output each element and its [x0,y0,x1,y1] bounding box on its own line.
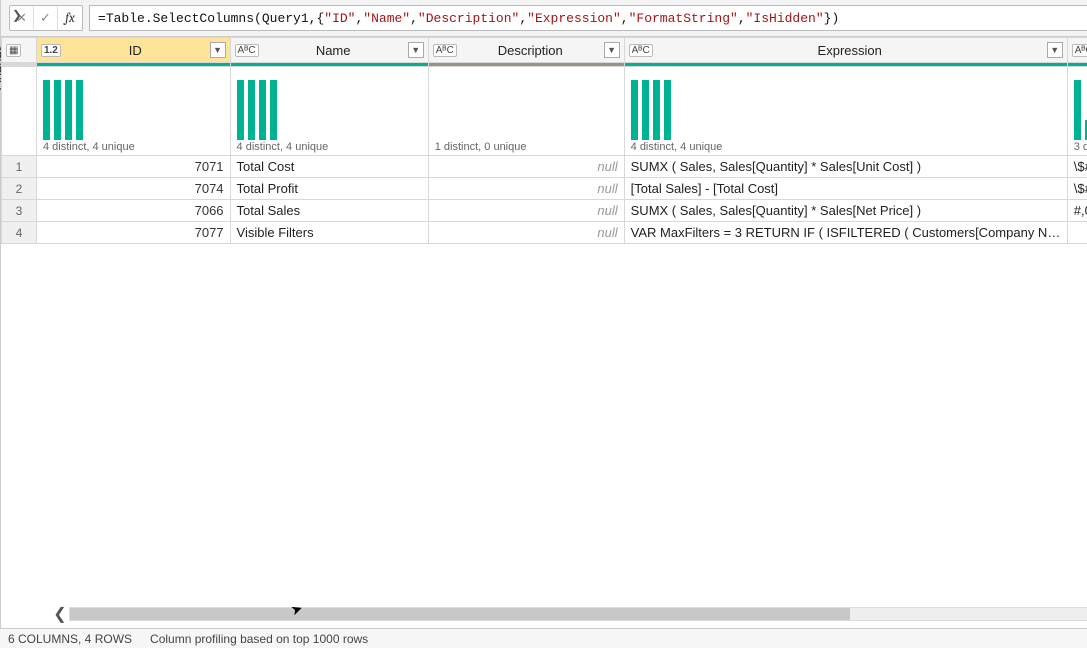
cell-id[interactable]: 7077 [36,222,230,244]
cell-expression[interactable]: [Total Sales] - [Total Cost] [624,178,1067,200]
column-profile-row: 4 distinct, 4 unique 4 distinct, 4 uniqu… [2,67,1087,156]
cell-expression[interactable]: SUMX ( Sales, Sales[Quantity] * Sales[Ne… [624,200,1067,222]
table-row[interactable]: 47077Visible FiltersnullVAR MaxFilters =… [2,222,1087,244]
profile-desc: 1 distinct, 0 unique [429,67,624,155]
column-header-expression[interactable]: AᴮC Expression ▼ [624,38,1067,63]
status-bar: 6 COLUMNS, 4 ROWS Column profiling based… [0,628,1087,648]
profile-expr: 4 distinct, 4 unique [625,67,1067,155]
table-row[interactable]: 17071Total CostnullSUMX ( Sales, Sales[Q… [2,156,1087,178]
column-header-description[interactable]: AᴮC Description ▼ [428,38,624,63]
profile-name: 4 distinct, 4 unique [231,67,428,155]
horizontal-scrollbar[interactable]: ❮ ❯ [51,604,1087,624]
column-title: Expression [657,43,1043,58]
type-icon-number: 1.2 [41,44,61,57]
cell-id[interactable]: 7066 [36,200,230,222]
column-filter-icon[interactable]: ▼ [1047,42,1063,58]
cell-name[interactable]: Total Cost [230,156,428,178]
table-icon: ▦ [6,44,21,57]
column-title: ID [65,43,206,58]
cell-id[interactable]: 7071 [36,156,230,178]
row-header[interactable]: 1 [2,156,37,178]
cell-name[interactable]: Total Profit [230,178,428,200]
scroll-thumb[interactable] [70,608,850,620]
column-header-formatstring[interactable]: AᴮC FormatString ▼ [1067,38,1087,63]
cell-formatstring[interactable]: \$#,0.########### [1067,178,1087,200]
profile-stats: 1 distinct, 0 unique [429,140,624,155]
row-header[interactable]: 4 [2,222,37,244]
profile-stats: 4 distinct, 4 unique [625,140,1067,155]
profile-fmt: 3 distinct, 2 unique [1068,67,1087,155]
cell-expression[interactable]: SUMX ( Sales, Sales[Quantity] * Sales[Un… [624,156,1067,178]
main-area: ✕ ✓ fx = Table.SelectColumns(Query1,{"ID… [1,0,1087,628]
cell-name[interactable]: Total Sales [230,200,428,222]
cell-formatstring[interactable]: #,0 [1067,200,1087,222]
cell-formatstring[interactable] [1067,222,1087,244]
row-header[interactable]: 2 [2,178,37,200]
table-row[interactable]: 37066Total SalesnullSUMX ( Sales, Sales[… [2,200,1087,222]
profile-stats: 4 distinct, 4 unique [231,140,428,155]
column-filter-icon[interactable]: ▼ [604,42,620,58]
column-title: Name [263,43,404,58]
profile-id: 4 distinct, 4 unique [37,67,230,155]
column-filter-icon[interactable]: ▼ [210,42,226,58]
scroll-left-icon[interactable]: ❮ [51,604,69,624]
column-header-name[interactable]: AᴮC Name ▼ [230,38,428,63]
column-header-id[interactable]: 1.2 ID ▼ [36,38,230,63]
status-cols-rows: 6 COLUMNS, 4 ROWS [8,632,132,646]
column-filter-icon[interactable]: ▼ [408,42,424,58]
type-icon-text: AᴮC [629,44,653,57]
expand-queries-icon[interactable]: ❯ [12,8,22,22]
cell-name[interactable]: Visible Filters [230,222,428,244]
profile-stats: 3 distinct, 2 unique [1068,140,1087,155]
cell-description[interactable]: null [428,156,624,178]
cell-description[interactable]: null [428,178,624,200]
column-title: Description [461,43,600,58]
type-icon-text: AᴮC [1072,44,1087,57]
data-grid: ▦ 1.2 ID ▼ AᴮC Name [1,36,1087,628]
cell-description[interactable]: null [428,200,624,222]
formula-input[interactable]: = Table.SelectColumns(Query1,{"ID", "Nam… [89,5,1087,31]
commit-formula-button[interactable]: ✓ [34,6,58,30]
cell-description[interactable]: null [428,222,624,244]
profile-stats: 4 distinct, 4 unique [37,140,230,155]
row-header[interactable]: 3 [2,200,37,222]
cell-expression[interactable]: VAR MaxFilters = 3 RETURN IF ( ISFILTERE… [624,222,1067,244]
cell-id[interactable]: 7074 [36,178,230,200]
fx-icon[interactable]: fx [58,6,82,30]
table-row[interactable]: 27074Total Profitnull[Total Sales] - [To… [2,178,1087,200]
status-profiling: Column profiling based on top 1000 rows [150,632,368,646]
scroll-track[interactable] [69,607,1087,621]
type-icon-text: AᴮC [433,44,457,57]
table-corner[interactable]: ▦ [2,38,37,63]
type-icon-text: AᴮC [235,44,259,57]
formula-bar: ✕ ✓ fx = Table.SelectColumns(Query1,{"ID… [1,0,1087,36]
cell-formatstring[interactable]: \$#,0.########### [1067,156,1087,178]
